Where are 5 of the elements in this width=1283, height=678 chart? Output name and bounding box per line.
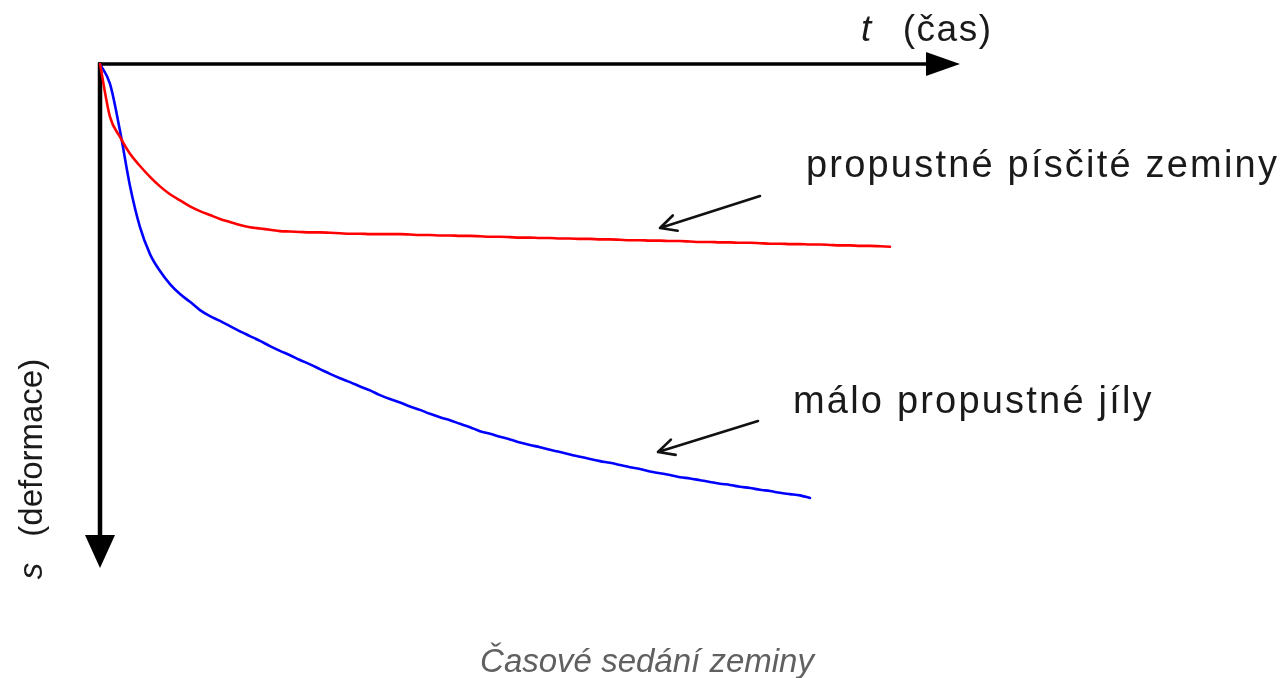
series-label: málo propustné jíly <box>793 379 1154 421</box>
x-axis-title: t (čas) <box>861 8 993 49</box>
y-axis-title: s (deformace) <box>11 358 49 580</box>
text: Časové sedání zeminy <box>480 641 814 678</box>
series-label: propustné písčité zeminy <box>806 143 1280 185</box>
